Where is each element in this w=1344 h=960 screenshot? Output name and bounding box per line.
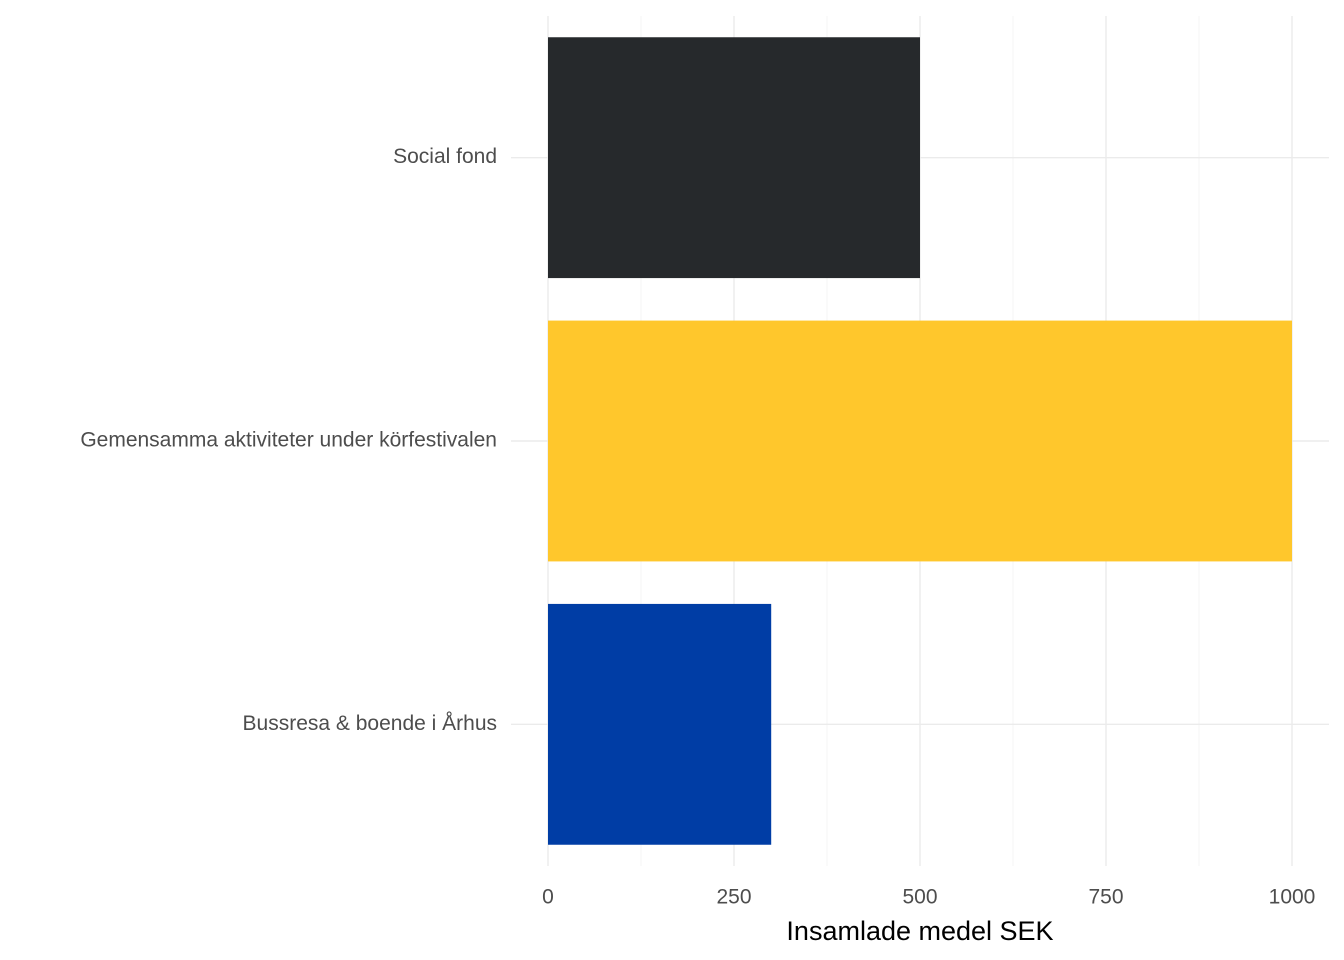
x-axis-title: Insamlade medel SEK: [786, 916, 1053, 946]
x-tick-label: 250: [716, 886, 751, 909]
y-tick-label: Gemensamma aktiviteter under körfestival…: [80, 429, 497, 452]
bar: [548, 320, 1292, 562]
bar: [548, 603, 772, 845]
x-tick-label: 500: [902, 886, 937, 909]
bar: [548, 37, 920, 279]
y-tick-label: Social fond: [393, 145, 497, 168]
bars: [548, 37, 1292, 845]
x-tick-label: 1000: [1269, 886, 1316, 909]
x-tick-label: 750: [1088, 886, 1123, 909]
y-axis-labels: Bussresa & boende i Århus Gemensamma akti…: [80, 145, 497, 735]
x-axis-labels: 0 250 500 750 1000: [542, 886, 1315, 909]
x-tick-label: 0: [542, 886, 554, 909]
y-tick-label: Bussresa & boende i Århus: [243, 712, 497, 735]
